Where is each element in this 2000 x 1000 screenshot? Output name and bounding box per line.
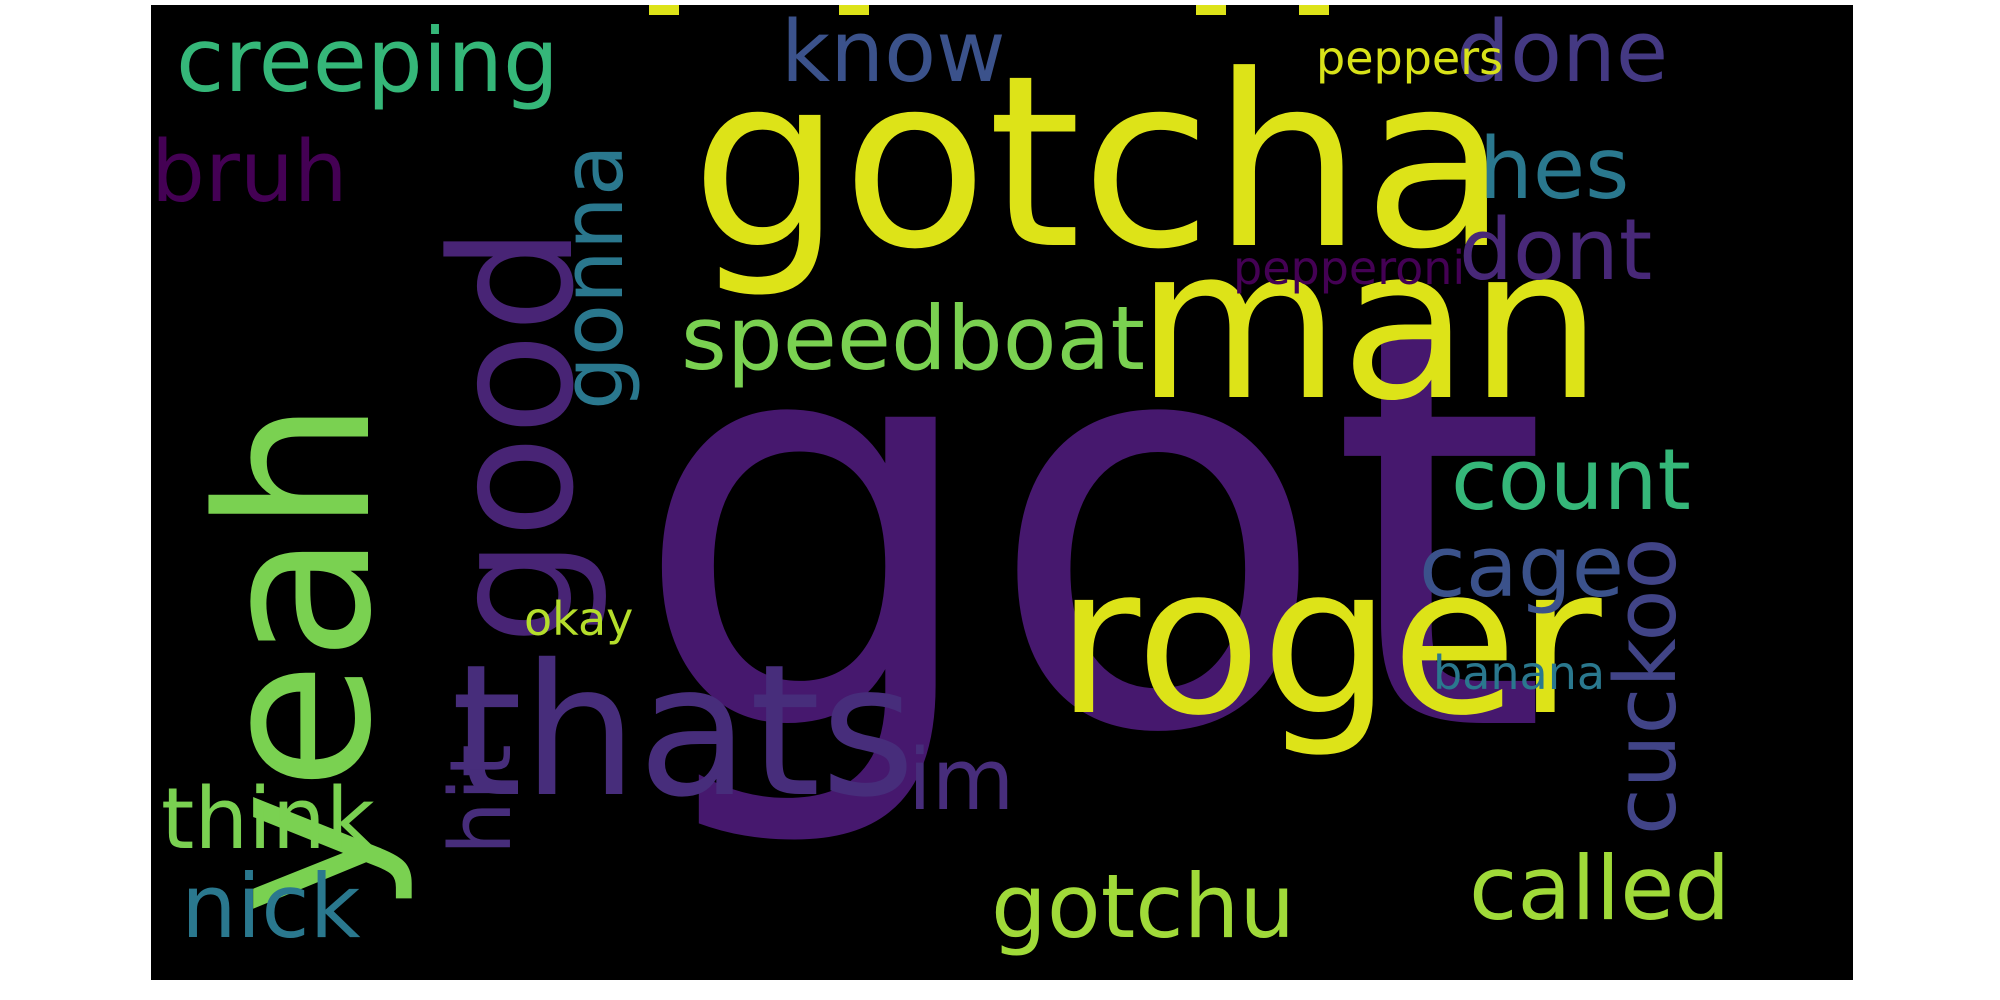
clipped-word-fragment — [839, 5, 869, 15]
word-cloud: got gotcha man roger yeah thats good cre… — [151, 5, 1853, 980]
word-creeping: creeping — [176, 9, 559, 112]
word-cuckoo: cuckoo — [1597, 537, 1696, 835]
word-peppers: peppers — [1316, 31, 1504, 85]
word-cage: cage — [1419, 518, 1625, 617]
word-man: man — [1136, 202, 1603, 447]
word-banana: banana — [1433, 646, 1606, 700]
word-dont: dont — [1459, 201, 1653, 300]
word-gotcha: gotcha — [691, 25, 1509, 302]
word-gotchu: gotchu — [991, 855, 1296, 958]
word-speedboat: speedboat — [681, 287, 1145, 390]
word-im: im — [908, 731, 1015, 830]
word-called: called — [1469, 837, 1731, 940]
word-roger: roger — [1056, 523, 1602, 761]
clipped-word-fragment — [1196, 5, 1226, 15]
word-got: got — [631, 204, 1549, 856]
clipped-word-fragment — [1299, 5, 1329, 15]
word-thats: thats — [451, 625, 916, 837]
word-gonna: gonna — [544, 144, 643, 410]
word-hes: hes — [1479, 120, 1630, 219]
word-count: count — [1451, 431, 1691, 530]
word-hit: hit — [432, 744, 531, 855]
word-done: done — [1456, 5, 1669, 102]
word-pepperoni: pepperoni — [1233, 241, 1466, 295]
clipped-word-fragment — [649, 5, 679, 15]
word-bruh: bruh — [151, 123, 348, 222]
word-think: think — [161, 770, 375, 869]
word-know: know — [781, 5, 1006, 102]
word-nick: nick — [181, 855, 361, 958]
word-okay: okay — [524, 592, 634, 646]
